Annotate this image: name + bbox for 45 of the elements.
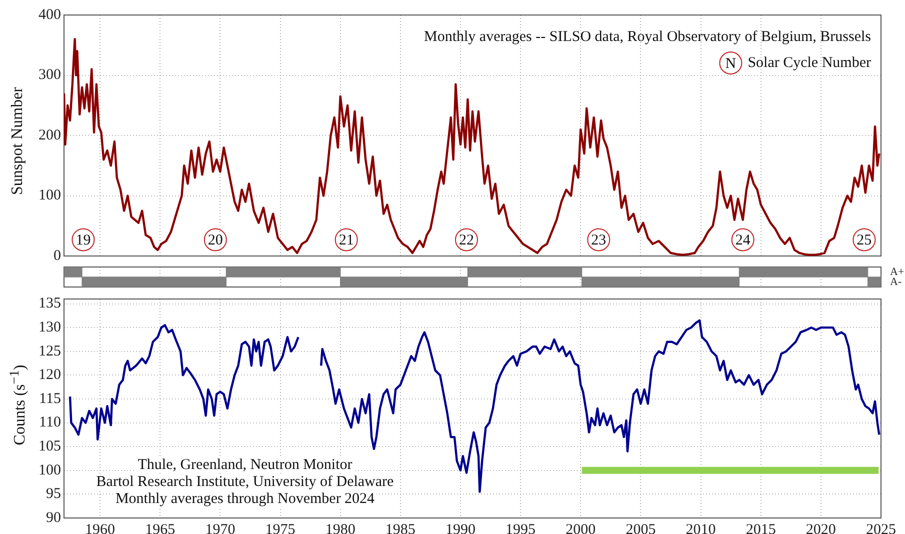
y-tick-label: 0 — [54, 248, 61, 264]
annotation: Monthly averages through November 2024 — [115, 490, 376, 507]
y-tick-label: 125 — [38, 343, 61, 360]
annotation: 23 — [591, 232, 606, 249]
annotation: 19 — [76, 232, 91, 249]
y-tick-label: 200 — [38, 127, 61, 144]
y-tick-label: 120 — [38, 367, 61, 384]
x-tick-label: 1985 — [385, 522, 416, 534]
y-tick-label: 90 — [46, 510, 61, 526]
annotation: N — [725, 56, 736, 72]
y-tick-label: 100 — [38, 188, 61, 204]
annotation: Bartol Research Institute, University of Delaware — [96, 474, 394, 490]
y-tick-label: 100 — [38, 462, 61, 478]
x-tick-label: 1995 — [506, 522, 536, 534]
annotation: 24 — [735, 232, 751, 249]
y-tick-label: 130 — [38, 320, 61, 336]
x-tick-label: 2010 — [686, 522, 716, 534]
annotation: 22 — [458, 232, 474, 249]
y-tick-label: 400 — [38, 6, 61, 23]
x-tick-label: 1975 — [265, 522, 296, 534]
x-tick-label: 2025 — [866, 522, 896, 534]
y-axis-title: Sunspot Number — [9, 87, 27, 195]
y-tick-label: A+ — [890, 266, 904, 278]
x-tick-label: 2020 — [806, 522, 836, 534]
x-tick-label: 1970 — [205, 522, 236, 534]
x-tick-label: 1965 — [145, 522, 176, 534]
annotation: Solar Cycle Number — [748, 54, 871, 71]
x-tick-label: 1960 — [85, 522, 116, 534]
x-tick-label: 1980 — [325, 522, 356, 534]
y-tick-label: 105 — [38, 438, 61, 455]
annotation: 25 — [856, 232, 872, 249]
x-tick-label: 2000 — [566, 522, 596, 534]
x-tick-label: 2015 — [746, 522, 776, 534]
y-tick-label: 110 — [39, 414, 61, 431]
y-tick-label: 95 — [46, 486, 61, 502]
y-tick-label: 300 — [38, 67, 61, 84]
annotation: 20 — [208, 232, 223, 249]
x-tick-label: 1990 — [445, 522, 476, 534]
y-tick-label: A- — [890, 276, 902, 288]
y-tick-label: 135 — [38, 296, 61, 312]
annotation: 21 — [338, 232, 354, 249]
x-tick-label: 2005 — [626, 522, 656, 534]
annotation: Monthly averages -- SILSO data, Royal Observatory of Belgium, Brussels — [424, 28, 872, 45]
annotation: Thule, Greenland, Neutron Monitor — [138, 456, 352, 473]
y-tick-label: 115 — [39, 390, 61, 407]
